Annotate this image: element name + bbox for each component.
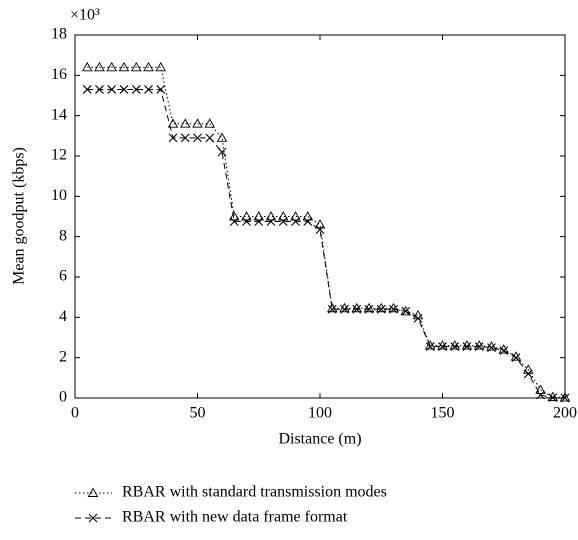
marker-triangle <box>449 340 461 350</box>
marker-x <box>438 342 447 351</box>
marker-triangle <box>130 61 142 72</box>
marker-triangle <box>228 211 240 221</box>
marker-x <box>254 217 264 226</box>
marker-x <box>144 85 153 94</box>
x-axis-label: Distance (m) <box>278 431 361 448</box>
marker-triangle <box>302 211 314 221</box>
y-tick-label: 6 <box>59 268 67 285</box>
marker-x <box>107 85 117 94</box>
x-tick-label: 100 <box>308 405 332 422</box>
x-tick-label: 50 <box>190 405 206 422</box>
marker-triangle <box>216 132 228 142</box>
marker-x <box>511 353 521 363</box>
y-tick-label: 8 <box>59 227 67 244</box>
marker-x <box>401 306 411 316</box>
x-tick-label: 150 <box>431 405 455 422</box>
marker-x <box>82 85 92 94</box>
marker-triangle <box>241 211 252 221</box>
marker-triangle <box>547 391 559 401</box>
marker-x <box>131 85 141 94</box>
marker-x <box>462 342 472 351</box>
marker-triangle <box>326 302 338 313</box>
marker-x <box>180 133 190 143</box>
marker-triangle <box>155 61 167 72</box>
marker-triangle <box>192 118 203 128</box>
y-tick-label: 16 <box>51 66 67 83</box>
legend-label: RBAR with standard transmission modes <box>122 484 387 501</box>
marker-x <box>487 343 496 352</box>
marker-triangle <box>314 219 326 229</box>
marker-triangle <box>81 61 93 72</box>
marker-triangle <box>265 211 277 221</box>
marker-triangle <box>277 211 289 221</box>
legend-label: RBAR with new data frame format <box>122 509 348 526</box>
y-tick-label: 2 <box>59 348 67 365</box>
marker-triangle <box>535 384 546 394</box>
marker-triangle <box>253 211 265 221</box>
marker-x <box>168 133 178 143</box>
marker-x <box>327 304 337 314</box>
marker-x <box>499 346 509 355</box>
marker-x <box>548 393 558 402</box>
y-tick-label: 4 <box>59 308 67 325</box>
marker-triangle <box>179 118 191 128</box>
marker-triangle <box>143 61 154 72</box>
marker-triangle <box>204 118 216 128</box>
y-tick-label: 10 <box>51 187 67 204</box>
marker-triangle <box>559 392 571 402</box>
y-multiplier: ×10³ <box>70 7 100 24</box>
marker-x <box>217 147 227 157</box>
legend-marker <box>88 513 98 523</box>
marker-x <box>376 304 386 314</box>
marker-x <box>364 304 374 314</box>
marker-x <box>229 217 239 226</box>
marker-x <box>303 217 313 226</box>
marker-x <box>425 342 435 351</box>
marker-x <box>474 342 484 351</box>
marker-x <box>205 133 215 143</box>
marker-triangle <box>424 340 436 350</box>
marker-x <box>119 85 129 94</box>
marker-x <box>389 304 398 314</box>
marker-x <box>413 313 423 323</box>
y-tick-label: 12 <box>51 147 67 164</box>
x-tick-label: 200 <box>553 405 577 422</box>
marker-x <box>523 369 533 379</box>
marker-x <box>536 390 545 400</box>
legend-marker <box>87 487 99 497</box>
marker-triangle <box>290 211 301 221</box>
marker-triangle <box>437 340 448 350</box>
y-axis-label: Mean goodput (kbps) <box>11 147 28 285</box>
marker-x <box>266 217 276 226</box>
marker-x <box>156 85 166 94</box>
y-tick-label: 0 <box>59 389 67 406</box>
x-tick-label: 0 <box>71 405 79 422</box>
marker-x <box>193 133 202 143</box>
marker-triangle <box>167 118 179 128</box>
marker-triangle <box>106 61 118 72</box>
marker-x <box>291 217 300 226</box>
marker-triangle <box>94 61 105 72</box>
marker-x <box>95 85 104 94</box>
marker-x <box>315 225 325 234</box>
y-tick-label: 14 <box>51 106 67 123</box>
marker-triangle <box>118 61 130 72</box>
y-tick-label: 18 <box>51 26 67 43</box>
marker-x <box>560 393 570 403</box>
marker-triangle <box>400 305 412 316</box>
series-line <box>87 88 566 399</box>
marker-x <box>242 217 251 226</box>
marker-x <box>352 304 362 314</box>
marker-x <box>340 304 349 314</box>
marker-x <box>450 342 460 351</box>
marker-x <box>278 217 288 226</box>
